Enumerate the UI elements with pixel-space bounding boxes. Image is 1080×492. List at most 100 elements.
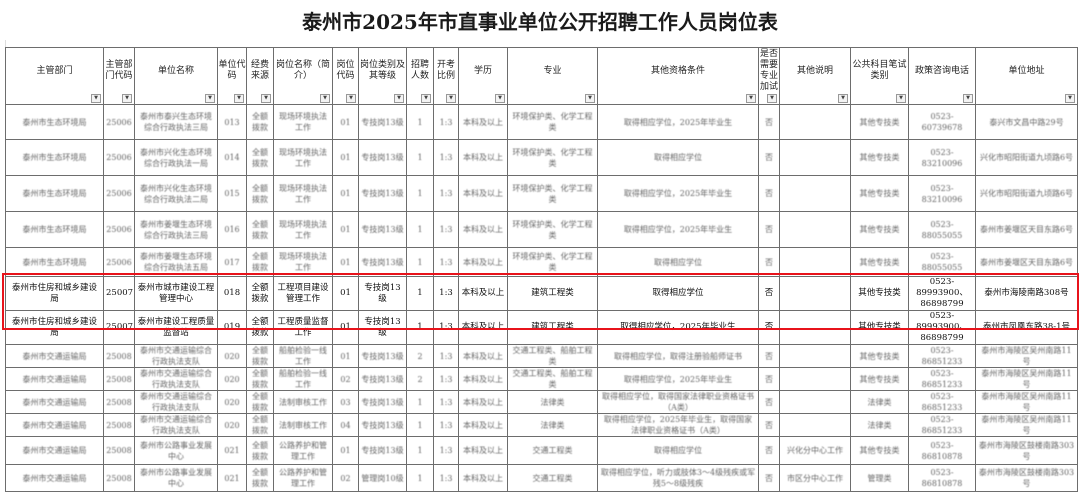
table-cell[interactable]: 本科及以上 [458,436,508,465]
table-cell[interactable]: 全额拨款 [246,276,274,311]
table-cell[interactable]: 1:3 [433,175,459,212]
table-cell[interactable]: 其他专技类 [850,310,909,345]
table-cell[interactable]: 环境保护类、化学工程类 [507,175,598,212]
table-cell[interactable]: 1 [406,436,434,465]
table-cell[interactable]: 现场环境执法工作 [273,104,333,140]
table-cell[interactable]: 其他专技类 [850,436,909,465]
table-cell[interactable]: 014 [217,139,247,176]
filter-dropdown-icon[interactable]: ▼ [394,94,404,103]
table-cell[interactable] [779,276,851,311]
table-cell[interactable]: 0523-86851233 [908,367,976,391]
table-cell[interactable]: 泰州市生态环境局 [5,247,104,277]
table-cell[interactable]: 取得相应学位，2025年毕业生 [597,175,759,212]
table-cell[interactable]: 25006 [103,104,135,140]
table-cell[interactable]: 1:3 [433,310,459,345]
table-cell[interactable] [779,211,851,248]
table-cell[interactable]: 01 [332,104,359,140]
table-cell[interactable]: 25007 [103,310,135,345]
table-cell[interactable]: 020 [217,390,247,414]
table-cell[interactable]: 环境保护类、化学工程类 [507,104,598,140]
table-cell[interactable]: 0523-86851233 [908,390,976,414]
filter-dropdown-icon[interactable]: ▼ [205,94,215,103]
table-cell[interactable]: 公路养护和管理工作 [273,436,333,465]
table-cell[interactable]: 建筑工程类 [507,310,598,345]
table-cell[interactable]: 泰州市海陵区吴州南路11号 [975,390,1078,414]
table-cell[interactable]: 2 [406,344,434,368]
table-cell[interactable]: 本科及以上 [458,344,508,368]
table-cell[interactable]: 1 [406,390,434,414]
table-cell[interactable]: 25007 [103,276,135,311]
table-cell[interactable]: 取得相应学位，2025年毕业生，取得国家法律职业资格证书（A类） [597,413,759,437]
table-cell[interactable]: 1:3 [433,344,459,368]
table-cell[interactable]: 泰州市生态环境局 [5,104,104,140]
table-cell[interactable]: 25008 [103,344,135,368]
table-cell[interactable] [779,139,851,176]
table-cell[interactable]: 本科及以上 [458,104,508,140]
table-cell[interactable]: 015 [217,175,247,212]
table-cell[interactable]: 全额拨款 [246,367,274,391]
table-cell[interactable]: 0523-88055055 [908,211,976,248]
table-cell[interactable]: 否 [758,413,780,437]
table-cell[interactable]: 泰州市泰兴生态环境综合行政执法三局 [134,104,218,140]
table-cell[interactable]: 02 [332,367,359,391]
table-cell[interactable]: 016 [217,211,247,248]
table-cell[interactable]: 泰州市海陵区鼓楼南路303号 [975,436,1078,465]
table-cell[interactable]: 017 [217,247,247,277]
table-cell[interactable]: 船舶检验一线工作 [273,344,333,368]
table-cell[interactable]: 1 [406,104,434,140]
table-cell[interactable]: 1:3 [433,247,459,277]
table-cell[interactable]: 1 [406,211,434,248]
table-cell[interactable]: 其他专技类 [850,367,909,391]
table-cell[interactable]: 01 [332,175,359,212]
table-cell[interactable]: 泰州市姜堰生态环境综合行政执法五局 [134,247,218,277]
table-cell[interactable]: 否 [758,344,780,368]
table-cell[interactable]: 020 [217,367,247,391]
table-cell[interactable]: 否 [758,436,780,465]
table-cell[interactable]: 01 [332,211,359,248]
table-cell[interactable]: 专技岗13级 [358,276,407,311]
filter-dropdown-icon[interactable]: ▼ [896,94,906,103]
table-cell[interactable]: 取得相应学位，2025年毕业生 [597,104,759,140]
table-cell[interactable]: 专技岗13级 [358,211,407,248]
filter-dropdown-icon[interactable]: ▼ [346,94,356,103]
table-cell[interactable]: 兴化市昭阳街道九顷路6号 [975,175,1078,212]
table-cell[interactable]: 0523-89993900、86898799 [908,276,976,311]
table-cell[interactable]: 1:3 [433,436,459,465]
table-cell[interactable]: 专技岗13级 [358,344,407,368]
table-cell[interactable]: 现场环境执法工作 [273,211,333,248]
table-cell[interactable]: 1:3 [433,413,459,437]
table-cell[interactable]: 泰州市凤凰东路38-1号 [975,310,1078,345]
table-cell[interactable]: 否 [758,367,780,391]
table-cell[interactable]: 0523-86851233 [908,413,976,437]
table-cell[interactable]: 本科及以上 [458,175,508,212]
table-cell[interactable]: 其他专技类 [850,104,909,140]
table-cell[interactable]: 本科及以上 [458,390,508,414]
table-cell[interactable]: 全额拨款 [246,104,274,140]
table-cell[interactable]: 全额拨款 [246,175,274,212]
table-cell[interactable]: 交通工程类 [507,436,598,465]
table-cell[interactable]: 环境保护类、化学工程类 [507,247,598,277]
table-cell[interactable]: 专技岗13级 [358,413,407,437]
table-cell[interactable]: 专技岗13级 [358,367,407,391]
table-cell[interactable]: 其他专技类 [850,139,909,176]
table-cell[interactable]: 专技岗13级 [358,310,407,345]
table-cell[interactable]: 25006 [103,247,135,277]
filter-dropdown-icon[interactable]: ▼ [585,94,595,103]
table-cell[interactable]: 泰州市兴化生态环境综合行政执法一局 [134,139,218,176]
filter-dropdown-icon[interactable]: ▼ [495,94,505,103]
table-cell[interactable]: 专技岗13级 [358,436,407,465]
table-cell[interactable]: 法律类 [507,390,598,414]
table-cell[interactable]: 泰州市交通运输局 [5,344,104,368]
filter-dropdown-icon[interactable]: ▼ [234,94,244,103]
table-cell[interactable]: 现场环境执法工作 [273,247,333,277]
table-cell[interactable]: 泰州市交通运输综合行政执法支队 [134,390,218,414]
table-cell[interactable]: 019 [217,310,247,345]
table-cell[interactable]: 泰州市交通运输综合行政执法支队 [134,367,218,391]
table-cell[interactable]: 1 [406,139,434,176]
filter-dropdown-icon[interactable]: ▼ [261,94,271,103]
table-cell[interactable]: 泰州市交通运输局 [5,390,104,414]
table-cell[interactable]: 1:3 [433,139,459,176]
table-cell[interactable]: 25008 [103,413,135,437]
table-cell[interactable]: 其他专技类 [850,344,909,368]
table-cell[interactable]: 1 [406,310,434,345]
